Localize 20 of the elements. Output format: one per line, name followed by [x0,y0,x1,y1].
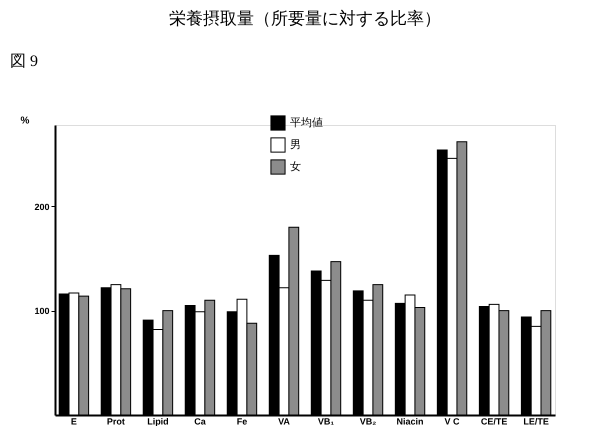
legend-label: 女 [290,161,301,173]
x-tick-label: Niacin [396,416,424,426]
y-axis-title: % [20,116,30,126]
x-tick-label: E [70,416,77,426]
caption: 図 9 [10,53,38,70]
chart-title: 栄養摂取量（所要量に対する比率） [169,9,441,28]
x-tick-label: VB₂ [360,416,376,426]
legend-label: 男 [290,139,301,151]
x-tick-label: VA [278,416,290,426]
y-tick-label: 200 [34,202,50,212]
x-tick-label: VB₁ [318,416,334,426]
x-tick-label: Lipid [147,416,169,426]
x-tick-label: Prot [106,416,125,426]
x-tick-label: Ca [194,416,207,426]
x-tick-label: V C [444,416,460,426]
y-tick-label: 100 [34,306,50,316]
x-tick-label: Fe [236,416,248,426]
legend-label: 平均値 [290,117,323,129]
x-tick-label: CE/TE [480,416,508,426]
x-tick-label: LE/TE [523,416,549,426]
